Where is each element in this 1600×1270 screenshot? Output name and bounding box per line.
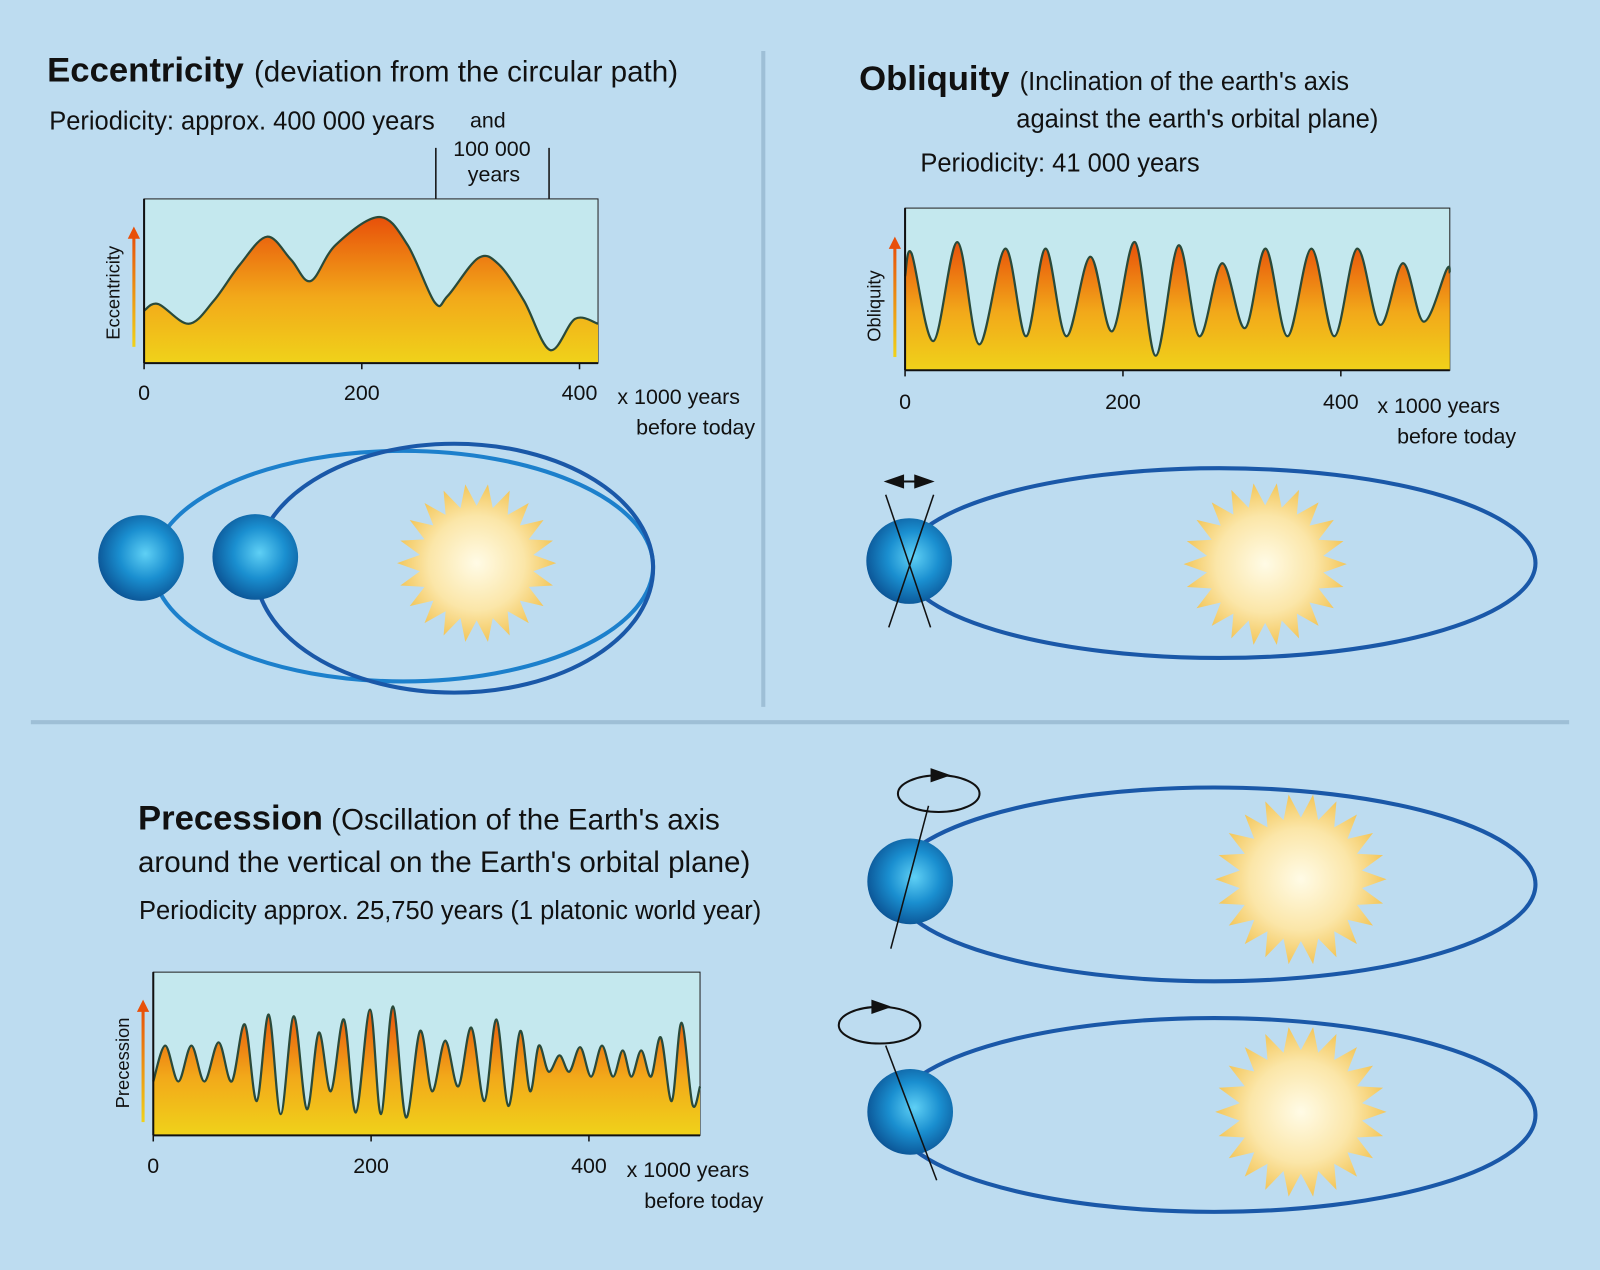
tilt-arrow-head [914,474,935,489]
annotation: 100 000 [453,137,530,161]
tilt-arrow-head [883,474,905,489]
obliquity-illustration [866,466,1538,660]
sun [1183,483,1347,645]
heading: Obliquity (Inclination of the earth's axi… [859,60,1349,98]
orbit [890,1016,1538,1214]
x-axis-label: before today [644,1189,763,1213]
x-tick-label: 0 [138,381,150,405]
x-tick-label: 200 [353,1154,389,1178]
x-axis-label: before today [1397,425,1516,449]
rotation-arrow [871,999,892,1014]
rotation-loop [896,774,981,814]
x-tick-label: 200 [1105,390,1141,414]
area-fill [144,216,599,364]
y-arrow-head [136,999,150,1012]
earth [866,518,952,604]
curve [143,215,599,352]
heading: Precession (Oscillation of the Earth's ax… [138,799,720,837]
earth [867,838,954,925]
sun [1215,794,1387,965]
y-arrow-head [127,226,141,239]
y-axis-label: Obliquity [864,269,885,341]
curve [152,1005,702,1119]
orbit [890,785,1538,984]
x-tick-label: 0 [147,1154,159,1178]
x-axis-label: x 1000 years [627,1158,750,1182]
earth [212,514,299,600]
subtitle: around the vertical on the Earth's orbit… [138,846,750,879]
y-arrow [893,244,897,358]
area-fill [905,242,1450,371]
axis-line [884,1045,938,1181]
subtitle: (Oscillation of the Earth's axis [331,803,720,836]
axis-line [884,494,932,628]
title: Obliquity [859,60,1010,98]
x-tick-label: 400 [562,381,598,405]
y-arrow [141,1007,145,1123]
heading: Eccentricity (deviation from the circular… [47,52,678,90]
periodicity: Periodicity approx. 25,750 years (1 plat… [139,897,761,925]
x-axis-label: x 1000 years [617,385,740,409]
sun [1215,1027,1387,1197]
curve [903,241,1451,357]
periodicity: Periodicity: approx. 400 000 years [49,108,435,136]
axis-line [888,494,935,628]
subtitle: (deviation from the circular path) [254,56,678,89]
title: Eccentricity [47,52,244,90]
annotation: and [470,109,506,133]
x-tick-label: 400 [571,1154,607,1178]
x-tick-label: 400 [1323,390,1359,414]
x-tick-label: 200 [344,381,380,405]
rotation-arrow [930,768,951,783]
subtitle: (Inclination of the earth's axis [1020,68,1349,96]
rotation-loop [837,1005,922,1045]
subtitle: against the earth's orbital plane) [1016,106,1378,134]
title: Precession [138,799,323,837]
y-axis-label: Precession [112,1018,133,1109]
periodicity: Periodicity: 41 000 years [920,149,1199,177]
axis-line [890,805,930,949]
precession-illustration [837,768,1538,1214]
annotation: years [468,163,520,187]
y-arrow-head [888,236,901,249]
eccentricity-illustration [98,441,656,695]
x-axis-label: before today [636,416,755,440]
y-axis-label: Eccentricity [103,245,124,340]
x-axis-label: x 1000 years [1377,394,1500,418]
sun [397,484,557,642]
x-tick-label: 0 [899,390,911,414]
y-arrow [132,234,136,347]
earth [98,515,184,601]
